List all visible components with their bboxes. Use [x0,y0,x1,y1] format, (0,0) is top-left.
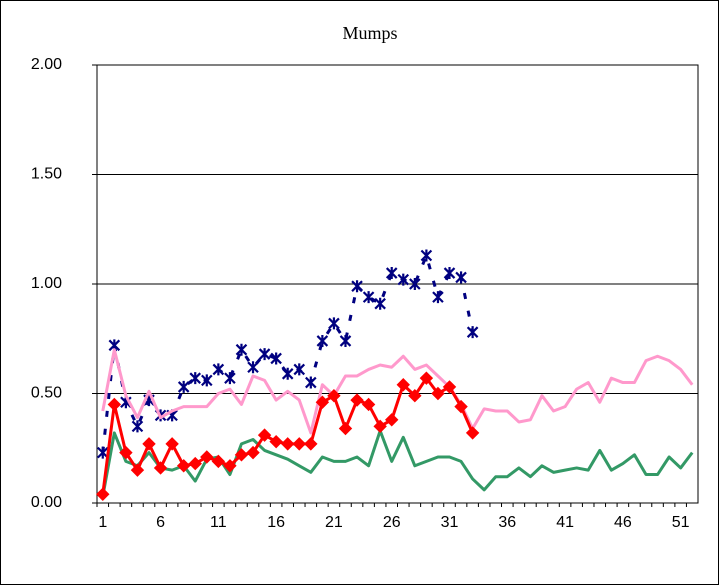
asterisk-marker [270,352,282,365]
asterisk-marker [97,446,109,459]
asterisk-marker [247,361,259,374]
diamond-marker [176,459,191,473]
x-tick-label: 16 [267,514,285,531]
diamond-marker [396,378,410,392]
diamond-marker [361,397,376,412]
asterisk-marker [385,267,398,280]
diamond-marker [107,397,122,412]
y-tick-label: 2.00 [31,56,62,73]
series-line [101,348,694,435]
diamond-marker [338,421,353,436]
diamond-marker [246,445,260,460]
asterisk-marker [455,271,467,284]
asterisk-marker [201,374,213,387]
asterisk-marker [258,348,271,361]
y-tick-label: 1.50 [31,166,62,183]
diamond-marker [419,371,434,385]
asterisk-marker [305,376,317,389]
x-tick-label: 21 [325,514,343,531]
asterisk-marker [189,372,202,385]
diamond-marker [454,399,468,414]
diamond-marker [153,461,168,475]
asterisk-marker [212,363,225,376]
diamond-marker [292,437,306,451]
y-tick-label: 0.50 [31,385,62,402]
asterisk-marker [420,249,433,262]
diamond-marker [211,454,226,469]
asterisk-marker [397,273,410,286]
x-tick-label: 31 [441,514,459,531]
diamond-marker [327,388,341,403]
asterisk-marker [351,280,363,293]
asterisk-marker [409,278,421,290]
asterisk-marker [443,267,456,280]
diamond-marker [188,456,202,471]
x-tick-label: 51 [672,514,690,531]
x-tick-label: 26 [383,514,401,531]
diamond-marker [442,380,457,394]
asterisk-marker [235,343,248,356]
diamond-marker [280,437,295,451]
asterisk-marker [177,380,190,393]
asterisk-marker [316,334,329,347]
asterisk-marker [466,326,479,339]
diamond-marker [130,463,145,477]
diamond-marker [304,437,318,451]
chart-title: Mumps [342,23,397,43]
diamond-marker [223,459,237,473]
diamond-marker [142,437,156,451]
asterisk-marker [362,291,375,304]
asterisk-marker [131,420,144,433]
diamond-marker [465,426,480,440]
asterisk-marker [432,291,444,304]
y-tick-label: 1.00 [31,275,62,292]
diamond-marker [408,388,422,403]
x-tick-label: 1 [98,514,107,531]
asterisk-marker [293,363,306,376]
diamond-marker [373,419,387,434]
diamond-marker [119,445,133,460]
x-tick-label: 41 [556,514,574,531]
diamond-marker [350,393,364,407]
diamond-marker [385,413,399,427]
x-tick-label: 46 [614,514,632,531]
asterisk-marker [281,367,294,380]
x-tick-label: 6 [156,514,165,531]
asterisk-marker [328,317,340,330]
diamond-marker [96,487,110,501]
asterisk-marker [339,334,352,347]
x-tick-label: 11 [210,514,227,531]
series-line [101,429,694,497]
diamond-marker [257,428,272,442]
y-tick-label: 0.00 [31,494,62,511]
x-tick-label: 36 [498,514,516,531]
diamond-marker [269,434,283,449]
diamond-marker [315,395,330,409]
asterisk-marker [374,297,386,310]
diamond-marker [431,386,445,401]
diamond-marker [234,448,249,462]
diamond-marker [200,450,214,464]
diamond-marker [165,437,179,451]
asterisk-marker [224,372,236,385]
